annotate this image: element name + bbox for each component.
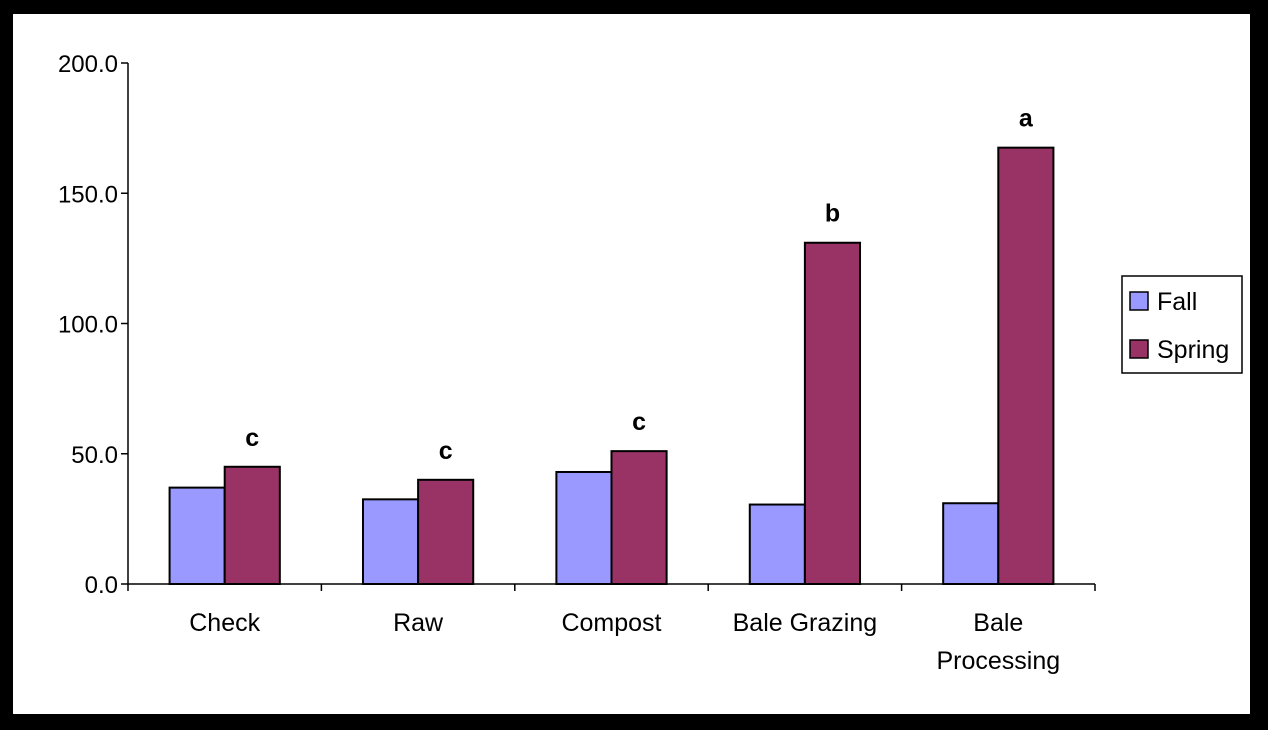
- y-tick-label: 150.0: [58, 181, 118, 208]
- significance-label: a: [1019, 105, 1034, 133]
- y-tick-label: 100.0: [58, 312, 118, 339]
- significance-labels: c c c b a: [245, 105, 1034, 465]
- bar-spring-compost: [610, 450, 668, 585]
- bar-fall-bale-grazing: [748, 503, 806, 585]
- legend-swatch-fall: [1129, 291, 1149, 311]
- bar-spring-bale-grazing: [803, 241, 862, 585]
- significance-label: b: [825, 200, 840, 228]
- bar-fall-check: [168, 486, 226, 585]
- legend: Fall Spring: [1121, 275, 1243, 374]
- category-label: Raw: [393, 609, 444, 637]
- y-tick-label: 200.0: [58, 51, 118, 78]
- category-label: Check: [189, 609, 260, 637]
- y-tick-label: 50.0: [71, 442, 118, 469]
- legend-label-spring: Spring: [1157, 336, 1229, 364]
- significance-label: c: [245, 424, 259, 452]
- y-axis: 0.0 50.0 100.0 150.0 200.0: [58, 51, 129, 599]
- category-label: Bale: [973, 609, 1023, 637]
- bar-spring-check: [223, 465, 281, 585]
- category-label: Compost: [561, 609, 661, 637]
- bar-spring-raw: [417, 478, 475, 585]
- category-label: Processing: [936, 647, 1060, 675]
- category-label: Bale Grazing: [733, 609, 878, 637]
- bar-chart: 0.0 50.0 100.0 150.0 200.0 c c c b a Check Raw Com…: [58, 51, 1243, 675]
- bar-fall-compost: [555, 470, 613, 585]
- x-axis: [127, 583, 1096, 591]
- legend-swatch-spring: [1129, 339, 1149, 359]
- chart-frame: 0.0 50.0 100.0 150.0 200.0 c c c b a Check Raw Com…: [13, 14, 1250, 714]
- bar-fall-bale-processing: [942, 502, 1000, 585]
- significance-label: c: [439, 437, 453, 465]
- y-tick-label: 0.0: [85, 572, 118, 599]
- legend-label-fall: Fall: [1157, 288, 1197, 316]
- significance-label: c: [632, 408, 646, 436]
- bars: [168, 146, 1055, 585]
- category-labels: Check Raw Compost Bale Grazing Bale Processin…: [189, 609, 1060, 675]
- bar-spring-bale-processing: [997, 146, 1055, 585]
- bar-fall-raw: [361, 498, 420, 585]
